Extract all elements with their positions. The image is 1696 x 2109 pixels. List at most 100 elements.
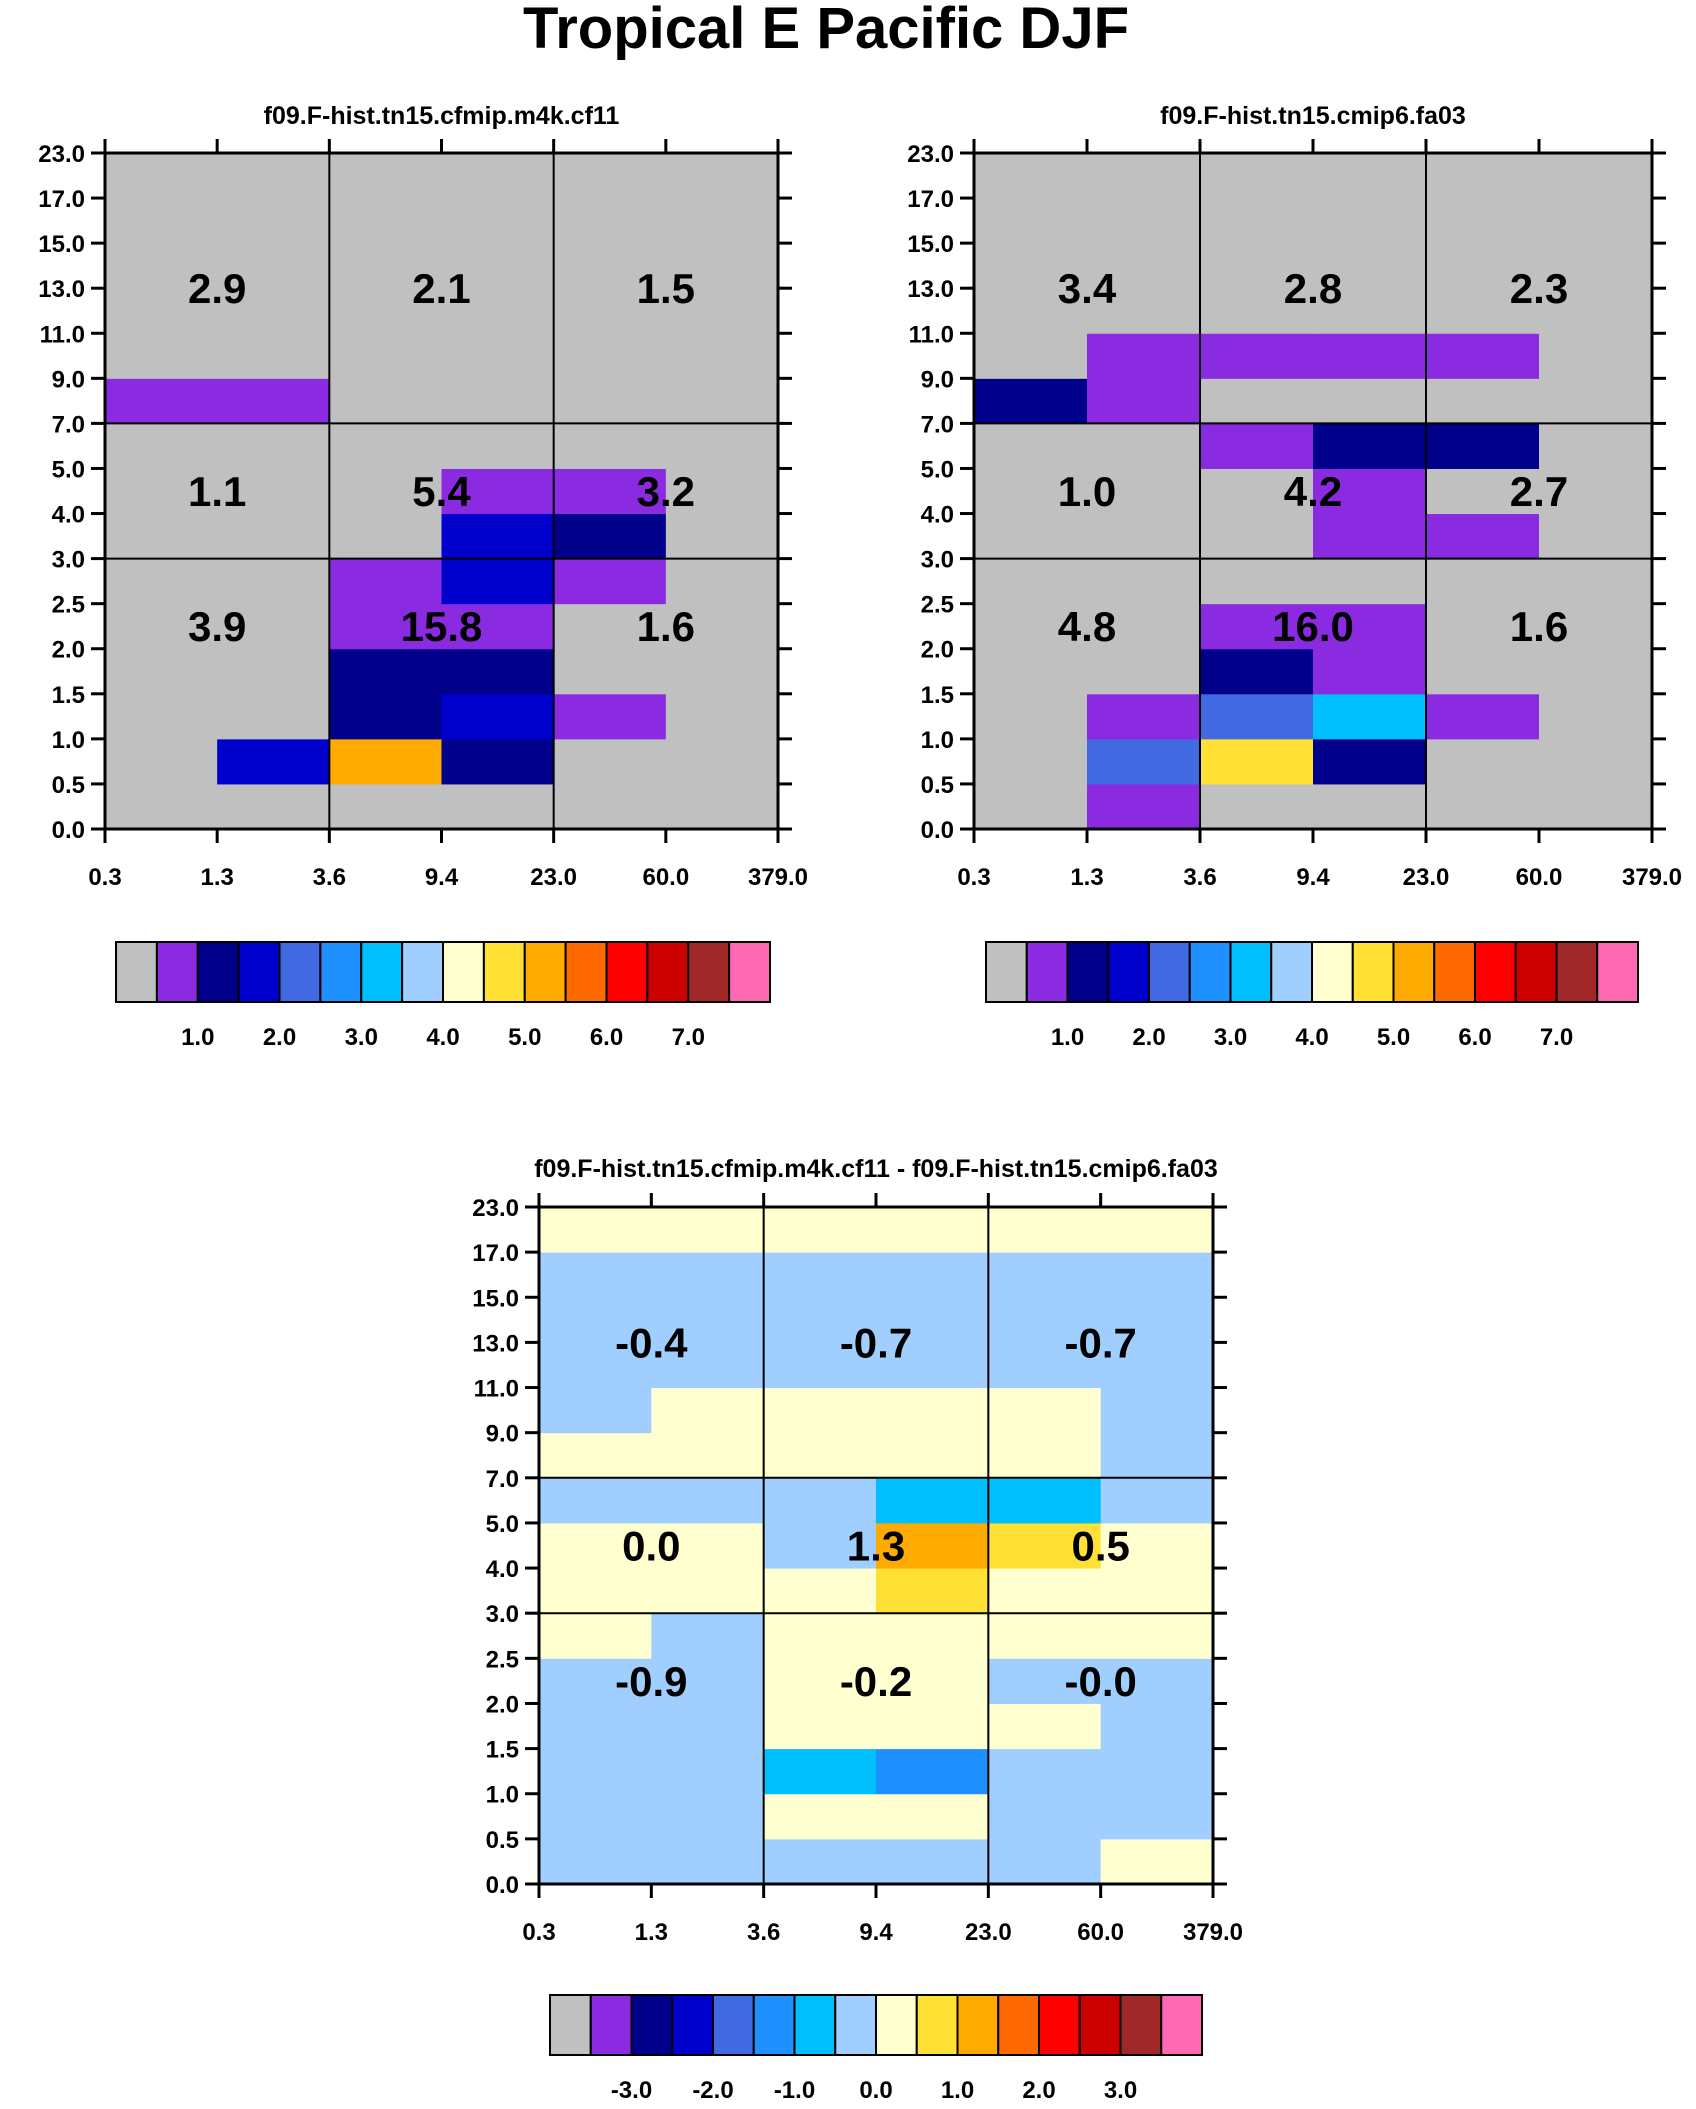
heatmap-cell [105, 153, 218, 199]
colorbar: 1.0 2.0 3.0 4.0 5.0 6.0 7.0 [115, 941, 771, 1051]
heatmap-cell [1313, 738, 1427, 785]
heatmap-cell [539, 1477, 652, 1524]
y-tick-label: 23.0 [472, 1195, 519, 1222]
heatmap-cell [763, 1568, 877, 1614]
y-tick-label: 4.0 [921, 502, 954, 529]
heatmap-cell [1426, 738, 1540, 785]
y-tick-label: 5.0 [52, 456, 85, 483]
group-value-label: -0.0 [1064, 1658, 1136, 1705]
heatmap-cell [329, 423, 442, 469]
x-tick-label: 379.0 [1183, 1919, 1243, 1946]
heatmap-cell [553, 333, 667, 379]
heatmap-cell [974, 468, 1088, 515]
heatmap-cell [651, 1432, 765, 1479]
group-value-label: 1.6 [1510, 603, 1568, 650]
x-tick-label: 379.0 [1622, 864, 1682, 891]
heatmap-cell [651, 1658, 765, 1704]
heatmap-cell [441, 558, 555, 605]
colorbar: 1.0 2.0 3.0 4.0 5.0 6.0 7.0 [985, 941, 1639, 1051]
colorbar-swatch [1066, 941, 1110, 1003]
heatmap-cell [539, 1297, 652, 1343]
heatmap-cell [763, 1252, 877, 1298]
heatmap-cell [329, 783, 442, 830]
colorbar-swatch [589, 1994, 633, 2056]
heatmap-cell [876, 1207, 989, 1253]
heatmap-cell [1426, 333, 1540, 379]
heatmap-cell [1200, 333, 1314, 379]
colorbar-label: 4.0 [426, 1024, 459, 1051]
y-tick-label: 1.0 [921, 727, 954, 754]
heatmap-cell [1100, 1342, 1214, 1389]
heatmap-cell [553, 783, 667, 830]
x-tick-label: 3.6 [747, 1919, 780, 1946]
y-tick-label: 15.0 [38, 231, 85, 258]
heatmap-cell [665, 153, 779, 199]
heatmap-cell [1426, 513, 1540, 560]
heatmap-cell [1200, 513, 1314, 560]
heatmap-cell [665, 648, 779, 695]
heatmap-cell [1539, 198, 1653, 244]
heatmap-cell [539, 1387, 652, 1434]
y-tick-label: 13.0 [907, 276, 954, 303]
heatmap-cell [1313, 423, 1427, 469]
heatmap-cell [1200, 243, 1314, 289]
x-tick-label: 379.0 [748, 864, 808, 891]
y-tick-label: 2.0 [52, 637, 85, 664]
heatmap-cell [1313, 468, 1427, 515]
heatmap-cell [876, 1432, 989, 1479]
heatmap-cell [1539, 558, 1653, 605]
heatmap-cell [441, 513, 555, 560]
heatmap-cell [1100, 1748, 1214, 1795]
heatmap-cell [1539, 288, 1653, 334]
heatmap-cell [441, 648, 555, 695]
heatmap-cell [988, 1432, 1102, 1479]
colorbar-label: 3.0 [1214, 1024, 1247, 1051]
heatmap-cell [1313, 333, 1427, 379]
heatmap-cell [1100, 1613, 1214, 1659]
group-value-label: 15.8 [401, 603, 483, 650]
colorbar-label: 5.0 [1377, 1024, 1410, 1051]
heatmap-cell [539, 1207, 652, 1253]
colorbar-swatch [605, 941, 649, 1003]
x-tick-label: 9.4 [859, 1919, 893, 1946]
heatmap-cell [988, 1748, 1102, 1795]
heatmap-cell [763, 1432, 877, 1479]
heatmap-cell [105, 198, 218, 244]
heatmap-cell [217, 513, 330, 560]
heatmap-cell [1200, 198, 1314, 244]
colorbar-swatch [687, 941, 731, 1003]
heatmap-cell [665, 243, 779, 289]
colorbar-swatch [237, 941, 281, 1003]
colorbar-swatch [1433, 941, 1476, 1003]
heatmap-cell [1426, 693, 1540, 740]
group-value-label: 1.3 [847, 1523, 905, 1570]
heatmap-cell [553, 423, 667, 469]
x-tick-label: 0.3 [522, 1919, 555, 1946]
heatmap-cell [1200, 378, 1314, 424]
y-tick-label: 0.5 [52, 772, 85, 799]
heatmap-cell [988, 1387, 1102, 1434]
group-value-label: 0.0 [622, 1523, 680, 1570]
y-tick-label: 0.0 [52, 817, 85, 844]
heatmap-cell [329, 693, 442, 740]
y-tick-label: 13.0 [472, 1330, 519, 1357]
heatmap-cell [1087, 288, 1201, 334]
heatmap-cell [651, 1793, 765, 1840]
group-value-label: 2.1 [412, 265, 470, 312]
heatmap-cell [1539, 153, 1653, 199]
heatmap-cell [665, 693, 779, 740]
y-tick-label: 1.5 [921, 682, 954, 709]
y-tick-label: 3.0 [486, 1601, 519, 1628]
heatmap-cell [441, 153, 555, 199]
heatmap-cell [1426, 558, 1540, 605]
colorbar: -3.0 -2.0 -1.0 0.0 1.0 2.0 3.0 [549, 1994, 1203, 2104]
heatmap-cell [1100, 1838, 1214, 1885]
colorbar-swatch [1311, 941, 1354, 1003]
group-value-label: 5.4 [412, 468, 471, 515]
y-tick-label: 5.0 [486, 1511, 519, 1538]
y-tick-label: 7.0 [52, 411, 85, 438]
heatmap-cell [974, 243, 1088, 289]
group-value-label: 1.0 [1058, 468, 1116, 515]
y-tick-label: 7.0 [921, 411, 954, 438]
